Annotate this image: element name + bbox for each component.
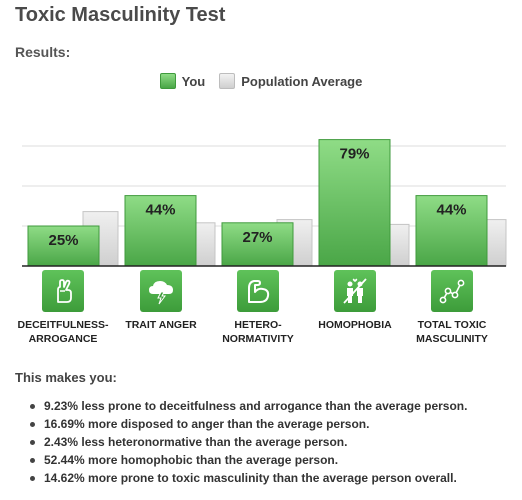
list-item: 52.44% more homophobic than the average … [30, 451, 467, 469]
you-bar [124, 195, 197, 267]
legend-swatch-you [159, 73, 176, 89]
category-label-line1: HETERO- [234, 319, 282, 331]
category-total-toxic-masculinity: TOTAL TOXIC MASCULINITY [397, 270, 507, 346]
bar-value-label: 27% [242, 229, 272, 246]
bar-value-label: 44% [145, 202, 175, 219]
bar-value-label: 25% [48, 232, 78, 249]
list-item: 14.62% more prone to toxic masculinity t… [30, 469, 467, 487]
you-bar [318, 139, 391, 267]
legend-item-average: Population Average [219, 73, 362, 89]
page-title: Toxic Masculinity Test [15, 4, 226, 26]
crossed-fingers-icon [42, 270, 84, 312]
list-item: 2.43% less heteronormative than the aver… [30, 433, 467, 451]
category-homophobia: HOMOPHOBIA [300, 270, 410, 332]
category-trait-anger: TRAIT ANGER [106, 270, 216, 332]
flexed-arm-icon [237, 270, 279, 312]
category-heteronormativity: HETERO- NORMATIVITY [203, 270, 313, 346]
bar-value-labels: 25% 44% 27% 79% 44% [48, 146, 466, 249]
connected-nodes-icon [431, 270, 473, 312]
you-bar [415, 195, 488, 267]
category-row: DECEITFULNESS- ARROGANCE TRAIT ANGER HET… [0, 270, 522, 350]
legend-label-you: You [181, 73, 206, 89]
category-label-line1: DECEITFULNESS- [17, 319, 109, 331]
storm-cloud-icon [140, 270, 182, 312]
results-bar-chart: 25% 44% 27% 79% 44% [22, 139, 507, 267]
bar-value-label: 44% [436, 202, 466, 219]
category-label-line1: TRAIT ANGER [125, 319, 197, 331]
list-item: 16.69% more disposed to anger than the a… [30, 415, 467, 433]
legend-item-you: You [159, 73, 206, 89]
couple-icon [334, 270, 376, 312]
results-heading: Results: [15, 44, 71, 60]
chart-legend: You Population Average [0, 73, 522, 89]
bar-value-label: 79% [339, 146, 369, 163]
legend-swatch-average [219, 73, 236, 89]
category-label-line2: ARROGANCE [28, 333, 98, 345]
category-deceitfulness: DECEITFULNESS- ARROGANCE [8, 270, 118, 346]
category-label-line1: TOTAL TOXIC [417, 319, 487, 331]
category-label-line1: HOMOPHOBIA [318, 319, 392, 331]
you-bars [27, 139, 488, 267]
results-list: 9.23% less prone to deceitfulness and ar… [30, 397, 467, 487]
makes-you-heading: This makes you: [15, 370, 117, 385]
list-item: 9.23% less prone to deceitfulness and ar… [30, 397, 467, 415]
category-label-line2: MASCULINITY [416, 333, 488, 345]
you-bar [221, 222, 294, 267]
category-label-line2: NORMATIVITY [222, 333, 294, 345]
legend-label-average: Population Average [241, 73, 363, 89]
